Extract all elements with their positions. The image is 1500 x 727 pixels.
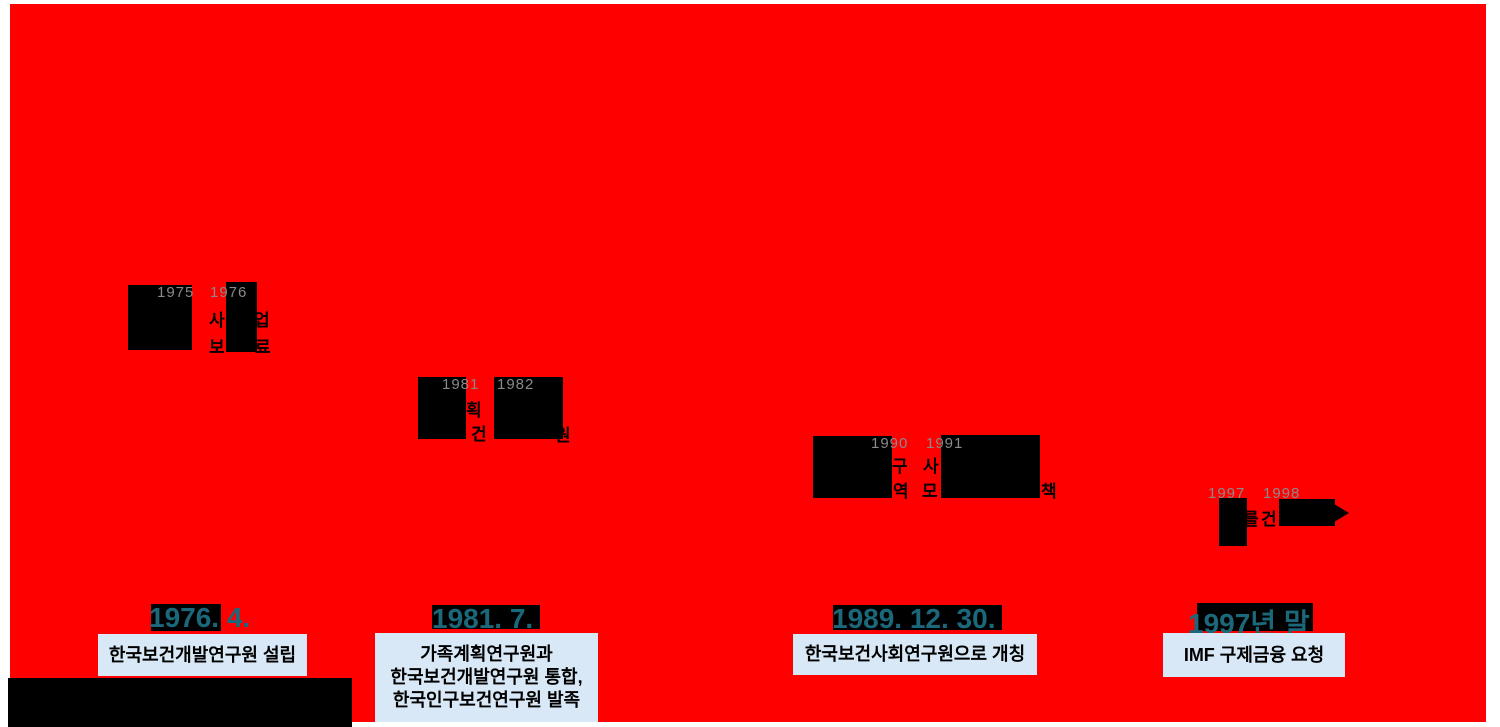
caption-line: 가족계획연구원과 [420,644,553,664]
date-backdrop [1197,603,1313,631]
photo-year-1998: 1998 [1263,485,1301,502]
photo-year-1990: 1990 [871,435,909,452]
date-backdrop [151,604,221,631]
date-backdrop [833,605,1002,630]
text-fragment: 보 [209,338,225,357]
arrow-right-icon [1334,504,1349,522]
slide-canvas [10,4,1486,722]
text-fragment: 구 [892,457,908,476]
redaction-box [813,436,892,498]
text-fragment: 사 [923,457,939,476]
caption-box-1997: IMF 구제금융 요청 [1163,633,1345,677]
text-fragment: 역 [893,482,909,501]
redaction-box [941,435,1040,498]
text-fragment: 건 [1261,510,1277,529]
event-date-1976: 1976. 4. [149,602,251,633]
text-fragment: 업 [254,311,270,330]
text-fragment: 건 [471,425,487,444]
redaction-box [418,377,466,439]
caption-line: 한국보건개발연구원 통합, [390,667,583,687]
photo-year-1976: 1976 [210,284,248,301]
caption-box-1981: 가족계획연구원과 한국보건개발연구원 통합, 한국인구보건연구원 발족 [375,633,598,722]
caption-box-1976: 한국보건개발연구원 설립 [98,634,307,676]
photo-year-1991: 1991 [926,435,964,452]
caption-line: 한국보건사회연구원으로 개칭 [804,644,1026,664]
date-backdrop [432,605,540,629]
text-fragment: 모 [922,482,938,501]
text-fragment: 사 [209,311,225,330]
photo-year-1975: 1975 [157,284,195,301]
photo-year-1997: 1997 [1208,485,1246,502]
text-fragment: 책 [1041,482,1057,501]
redaction-box [226,282,257,352]
event-date-1981: 1981. 7. [432,603,534,634]
photo-year-1982: 1982 [497,376,535,393]
caption-box-1989: 한국보건사회연구원으로 개칭 [793,634,1037,675]
text-fragment: 료 [255,338,271,357]
redaction-box [1279,499,1335,526]
text-fragment: 획 [466,401,482,420]
redaction-box [1219,498,1247,546]
caption-line: 한국보건개발연구원 설립 [108,644,297,665]
caption-line: IMF 구제금융 요청 [1183,644,1325,665]
bottom-redaction-box [8,678,352,727]
caption-line: 한국인구보건연구원 발족 [392,690,581,710]
event-date-1989: 1989. 12. 30. [832,603,996,634]
photo-year-1981: 1981 [442,376,480,393]
redaction-box [128,285,192,350]
redaction-box [494,377,563,439]
